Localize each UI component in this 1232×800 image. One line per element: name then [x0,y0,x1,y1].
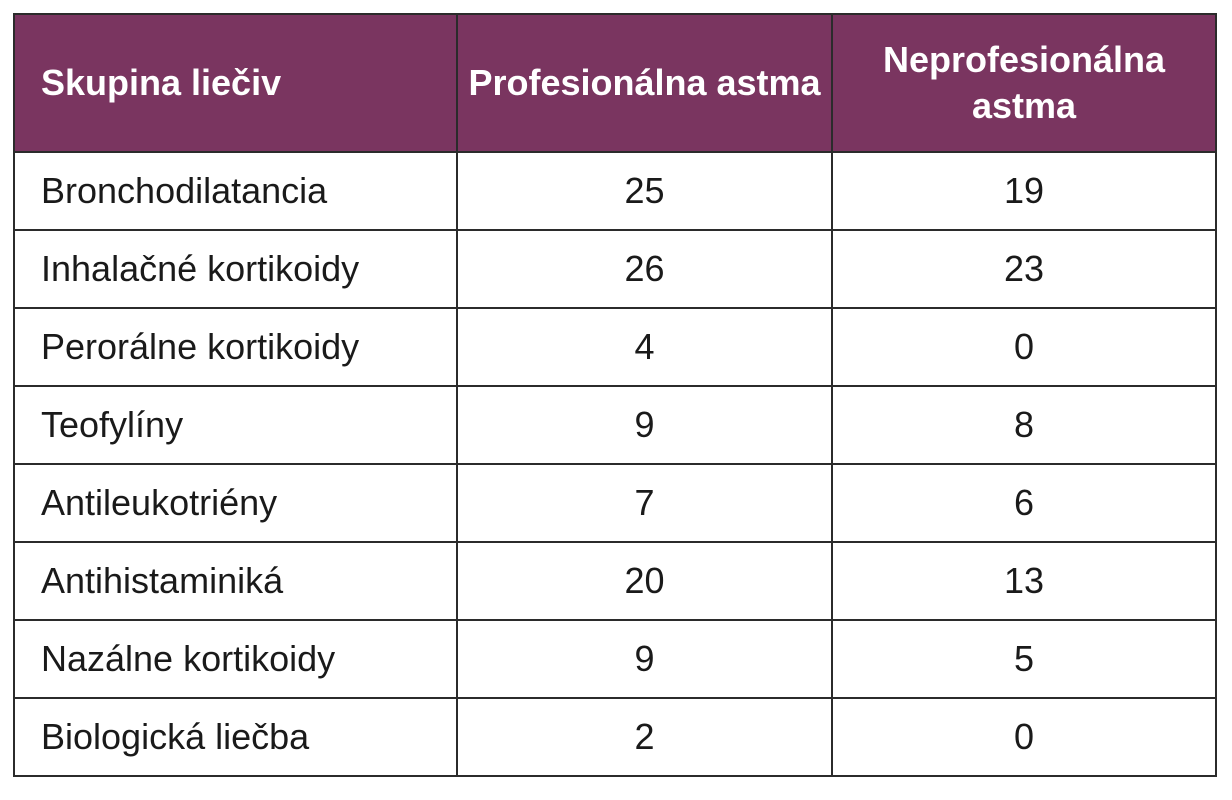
table-row: Inhalačné kortikoidy 26 23 [13,229,1217,309]
cell-occupational: 9 [456,619,833,699]
column-header-occupational-asthma: Profesionálna astma [456,13,833,153]
table-row: Nazálne kortikoidy 9 5 [13,619,1217,699]
table-row: Biologická liečba 2 0 [13,697,1217,777]
table-row: Perorálne kortikoidy 4 0 [13,307,1217,387]
cell-occupational: 25 [456,151,833,231]
cell-group: Perorálne kortikoidy [13,307,458,387]
cell-occupational: 26 [456,229,833,309]
table-row: Bronchodilatancia 25 19 [13,151,1217,231]
header-row: Skupina liečiv Profesionálna astma Nepro… [13,13,1217,153]
cell-occupational: 20 [456,541,833,621]
cell-non-occupational: 19 [831,151,1217,231]
cell-non-occupational: 23 [831,229,1217,309]
medication-table-container: Skupina liečiv Profesionálna astma Nepro… [13,13,1217,777]
cell-non-occupational: 6 [831,463,1217,543]
cell-non-occupational: 13 [831,541,1217,621]
cell-occupational: 2 [456,697,833,777]
cell-group: Inhalačné kortikoidy [13,229,458,309]
cell-group: Antileukotriény [13,463,458,543]
cell-non-occupational: 5 [831,619,1217,699]
cell-occupational: 9 [456,385,833,465]
cell-occupational: 4 [456,307,833,387]
cell-group: Nazálne kortikoidy [13,619,458,699]
cell-group: Antihistaminiká [13,541,458,621]
table-row: Antileukotriény 7 6 [13,463,1217,543]
column-header-group: Skupina liečiv [13,13,458,153]
table-header: Skupina liečiv Profesionálna astma Nepro… [13,13,1217,153]
cell-group: Bronchodilatancia [13,151,458,231]
cell-occupational: 7 [456,463,833,543]
table-body: Bronchodilatancia 25 19 Inhalačné kortik… [13,151,1217,777]
cell-group: Teofylíny [13,385,458,465]
table-row: Antihistaminiká 20 13 [13,541,1217,621]
column-header-non-occupational-asthma: Neprofesionálna astma [831,13,1217,153]
cell-non-occupational: 0 [831,307,1217,387]
table-row: Teofylíny 9 8 [13,385,1217,465]
cell-non-occupational: 0 [831,697,1217,777]
medication-groups-table: Skupina liečiv Profesionálna astma Nepro… [13,13,1217,777]
cell-non-occupational: 8 [831,385,1217,465]
cell-group: Biologická liečba [13,697,458,777]
